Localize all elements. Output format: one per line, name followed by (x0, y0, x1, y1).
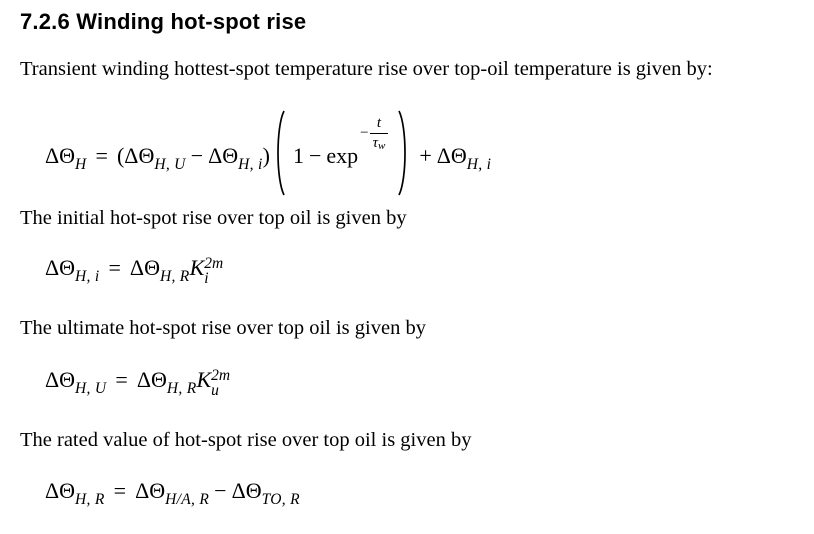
symbol-base: ΔΘ (129, 255, 160, 280)
k-subscript: u (211, 382, 219, 399)
symbol-base: ΔΘ (135, 478, 166, 503)
symbol-subscript: H, i (75, 268, 100, 285)
symbol-base: ΔΘ (208, 143, 239, 168)
delta-theta-hi-term: ΔΘH, i (45, 255, 100, 285)
section-heading: 7.2.6 Winding hot-spot rise (20, 9, 307, 34)
k-symbol: K (196, 367, 212, 392)
equation-ultimate-hot-spot-rise: ΔΘH, U = ΔΘH, RK 2m u (45, 364, 230, 405)
delta-theta-h-term: ΔΘH (45, 143, 87, 173)
symbol-subscript: H, R (75, 491, 105, 508)
exp-function: exp (326, 143, 359, 168)
plus-sign: + (419, 143, 432, 168)
delta-theta-hr-term: ΔΘH, R (129, 255, 190, 285)
minus-sign: − (214, 478, 227, 503)
paragraph-ultimate-hot-spot: The ultimate hot-spot rise over top oil … (20, 317, 426, 339)
symbol-base: ΔΘ (45, 255, 76, 280)
symbol-subscript: H, R (166, 380, 197, 397)
k-subscript: i (204, 270, 209, 287)
big-left-paren-icon (277, 110, 285, 196)
symbol-base: ΔΘ (45, 478, 76, 503)
equation-rated-hot-spot-rise: ΔΘH, R = ΔΘH/A, R − ΔΘTO, R (45, 475, 300, 516)
paragraph-transient-intro: Transient winding hottest-spot temperatu… (20, 58, 713, 80)
k-sup-sub: 2m i (204, 255, 224, 287)
fraction-denominator: τw (369, 132, 389, 152)
symbol-base: ΔΘ (45, 367, 76, 392)
delta-theta-hi-term: ΔΘH, i (208, 143, 263, 173)
delta-theta-hu-term: ΔΘH, U (124, 143, 185, 173)
delta-theta-to-r-term: ΔΘTO, R (231, 478, 300, 508)
equals-sign: = (108, 255, 121, 280)
equals-sign: = (95, 143, 108, 168)
big-right-paren-icon (398, 110, 407, 196)
symbol-subscript: H, U (154, 156, 186, 173)
symbol-subscript: H, i (466, 156, 492, 173)
minus-sign: − (308, 143, 322, 168)
equation-transient-hot-spot-rise: ΔΘH = (ΔΘH, U − ΔΘH, i) 1− exp − t τw + ΔΘH, i (45, 109, 491, 197)
symbol-subscript: H, R (159, 268, 190, 285)
delta-theta-ha-r-term: ΔΘH/A, R (135, 478, 209, 508)
symbol-base: ΔΘ (136, 367, 167, 392)
symbol-base: ΔΘ (231, 478, 262, 503)
symbol-subscript: H, i (238, 156, 263, 173)
k-term: K 2m i (189, 255, 224, 286)
number-one: 1 (292, 143, 304, 168)
k-sup-sub: 2m u (211, 367, 231, 399)
symbol-base: ΔΘ (45, 143, 76, 168)
fraction-t-over-tau-w: t τw (369, 114, 389, 152)
symbol-subscript: H, U (75, 380, 107, 397)
delta-theta-hr-term: ΔΘH, R (136, 367, 197, 397)
paragraph-initial-hot-spot: The initial hot-spot rise over top oil i… (20, 207, 407, 229)
k-term: K 2m u (196, 367, 230, 398)
paragraph-rated-hot-spot: The rated value of hot-spot rise over to… (20, 429, 472, 451)
equals-sign: = (115, 367, 128, 392)
tau-subscript: w (377, 139, 386, 152)
left-paren: ( (116, 143, 125, 168)
minus-sign: − (190, 143, 204, 168)
equals-sign: = (113, 478, 127, 503)
delta-theta-hr-term: ΔΘH, R (45, 478, 105, 508)
k-superscript: 2m (211, 367, 231, 384)
delta-theta-hu-term: ΔΘH, U (45, 367, 106, 397)
symbol-base: ΔΘ (124, 143, 155, 168)
k-superscript: 2m (204, 255, 224, 272)
fraction-numerator: t (376, 114, 382, 131)
delta-theta-hi-term: ΔΘH, i (436, 143, 492, 173)
symbol-subscript: H/A, R (165, 491, 210, 508)
right-paren: ) (262, 143, 270, 168)
minus-sign: − (360, 125, 369, 141)
tau-symbol: τ (372, 134, 378, 151)
symbol-base: ΔΘ (436, 143, 467, 168)
exponent-fraction: − t τw (360, 114, 389, 152)
symbol-subscript: H (75, 156, 87, 173)
equation-initial-hot-spot-rise: ΔΘH, i = ΔΘH, RK 2m i (45, 252, 223, 293)
k-symbol: K (189, 255, 205, 280)
symbol-subscript: TO, R (261, 491, 300, 508)
